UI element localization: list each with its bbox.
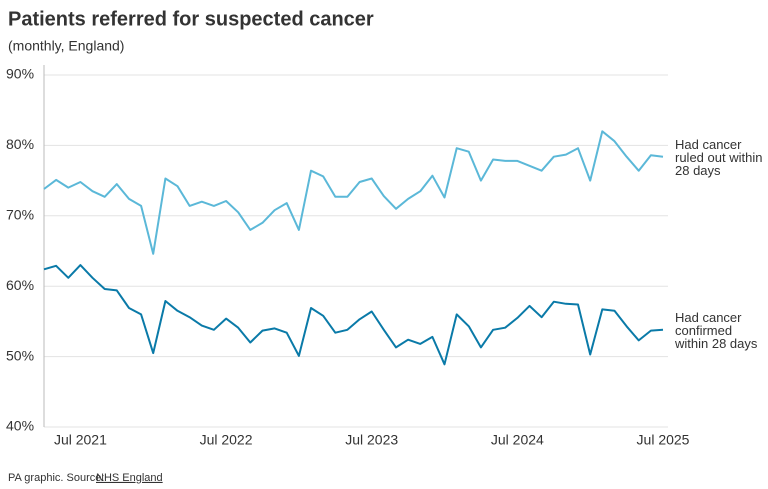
chart-subtitle: (monthly, England) xyxy=(8,38,124,54)
series-label: Had cancer confirmed within 28 days xyxy=(675,309,758,351)
source-link[interactable]: NHS England xyxy=(96,472,163,484)
chart-title: Patients referred for suspected cancer xyxy=(8,8,374,30)
x-tick-label: Jul 2025 xyxy=(637,432,690,448)
y-tick-label: 60% xyxy=(6,277,34,293)
x-tick-label: Jul 2022 xyxy=(200,432,253,448)
series-label: Had cancer ruled out within 28 days xyxy=(675,136,763,178)
x-tick-label: Jul 2023 xyxy=(345,432,398,448)
y-tick-label: 70% xyxy=(6,207,34,223)
y-tick-label: 50% xyxy=(6,347,34,363)
y-tick-label: 80% xyxy=(6,136,34,152)
y-tick-label: 90% xyxy=(6,66,34,82)
series-line xyxy=(43,264,664,366)
source-label: PA graphic. Source: xyxy=(8,472,104,484)
x-tick-label: Jul 2021 xyxy=(54,432,107,448)
series-line xyxy=(43,130,664,255)
y-tick-label: 40% xyxy=(6,418,34,434)
x-tick-label: Jul 2024 xyxy=(491,432,544,448)
